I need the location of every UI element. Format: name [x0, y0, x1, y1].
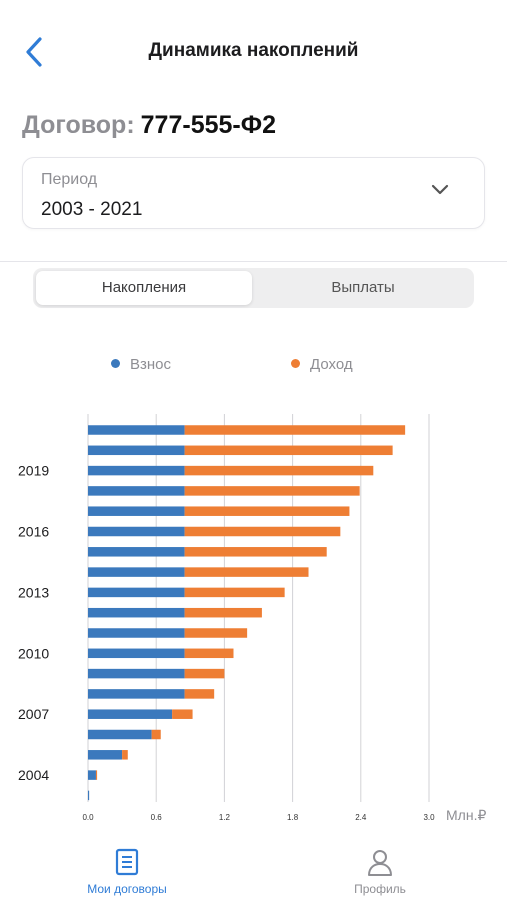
bar-contribution: [88, 790, 90, 801]
tab-accumulations[interactable]: Накопления: [36, 271, 252, 305]
bar-income: [184, 465, 374, 476]
y-tick-label: 2016: [18, 524, 49, 540]
bar-contribution: [88, 709, 173, 719]
bar-contribution: [88, 668, 185, 679]
bar-income: [172, 709, 193, 719]
tab-payouts[interactable]: Выплаты: [331, 279, 395, 296]
y-tick-label: 2004: [18, 767, 49, 783]
tab-profile[interactable]: Профиль: [310, 848, 450, 896]
bar-contribution: [88, 770, 96, 780]
x-tick-label: 1.2: [219, 813, 231, 822]
bar-contribution: [88, 628, 185, 638]
bar-income: [184, 648, 234, 659]
bar-income: [184, 607, 262, 618]
bar-income: [184, 445, 393, 456]
bar-contribution: [88, 587, 185, 598]
chevron-left-icon: [26, 37, 42, 67]
contract-label: Договор:: [22, 111, 135, 139]
segmented-control: Накопления Выплаты: [33, 268, 474, 308]
legend-label-contribution: Взнос: [130, 356, 172, 373]
bar-contribution: [88, 445, 185, 456]
x-tick-label: 3.0: [423, 813, 435, 822]
period-label: Период: [41, 171, 98, 188]
x-tick-label: 2.4: [355, 813, 367, 822]
tab-bar: Мои договоры Профиль: [0, 830, 507, 900]
bar-income: [184, 689, 215, 699]
chevron-down-icon: [431, 184, 449, 195]
bar-income: [184, 547, 327, 557]
accumulation-chart: 0.0 0.6 1.2 1.8 2.4 3.0 Млн.₽ 2004 2007 2010 2013 2…: [18, 414, 486, 823]
y-tick-label: 2019: [18, 463, 49, 479]
bar-contribution: [88, 648, 185, 659]
period-select[interactable]: Период 2003 - 2021: [22, 157, 485, 229]
bar-income: [95, 770, 98, 780]
tab-profile-label: Профиль: [354, 882, 406, 896]
bar-income: [184, 567, 309, 577]
legend-item-income: Доход: [291, 356, 353, 373]
y-tick-label: 2013: [18, 584, 49, 600]
legend-label-income: Доход: [310, 356, 353, 373]
y-tick-label: 2007: [18, 706, 49, 722]
bar-contribution: [88, 729, 152, 740]
x-tick-label: 1.8: [287, 813, 299, 822]
bar-contribution: [88, 506, 185, 516]
bar-contribution: [88, 607, 185, 618]
period-value: 2003 - 2021: [41, 199, 143, 220]
bar-income: [184, 587, 285, 598]
bar-contribution: [88, 526, 185, 537]
bar-income: [184, 425, 406, 435]
x-tick-label: 0.6: [151, 813, 163, 822]
y-tick-label: 2010: [18, 645, 49, 661]
legend-dot-income: [291, 359, 300, 368]
page-title: Динамика накоплений: [148, 40, 359, 61]
contract-number: 777-555-Ф2: [140, 111, 276, 139]
bar-income: [184, 668, 225, 679]
bar-contribution: [88, 486, 185, 496]
bar-contribution: [88, 425, 185, 435]
x-tick-label: 0.0: [82, 813, 94, 822]
person-icon: [368, 850, 392, 876]
bar-income: [122, 750, 128, 760]
nav-bar: Динамика накоплений: [0, 22, 507, 82]
x-axis-unit: Млн.₽: [446, 807, 486, 823]
tab-my-contracts[interactable]: Мои договоры: [57, 848, 197, 896]
contract-heading: Договор: 777-555-Ф2: [22, 111, 276, 140]
legend-dot-contribution: [111, 359, 120, 368]
divider: [0, 261, 507, 262]
bar-contribution: [88, 567, 185, 577]
bar-contribution: [88, 750, 123, 760]
back-button[interactable]: [20, 34, 50, 70]
bar-contribution: [88, 547, 185, 557]
bar-income: [184, 486, 360, 496]
legend-item-contribution: Взнос: [111, 356, 171, 373]
bar-contribution: [88, 689, 185, 699]
bar-income: [184, 628, 248, 638]
bar-income: [151, 729, 161, 740]
bar-contribution: [88, 465, 185, 476]
document-icon: [115, 848, 139, 876]
bar-income: [184, 506, 350, 516]
bar-income: [184, 526, 341, 537]
tab-my-contracts-label: Мои договоры: [87, 882, 167, 896]
